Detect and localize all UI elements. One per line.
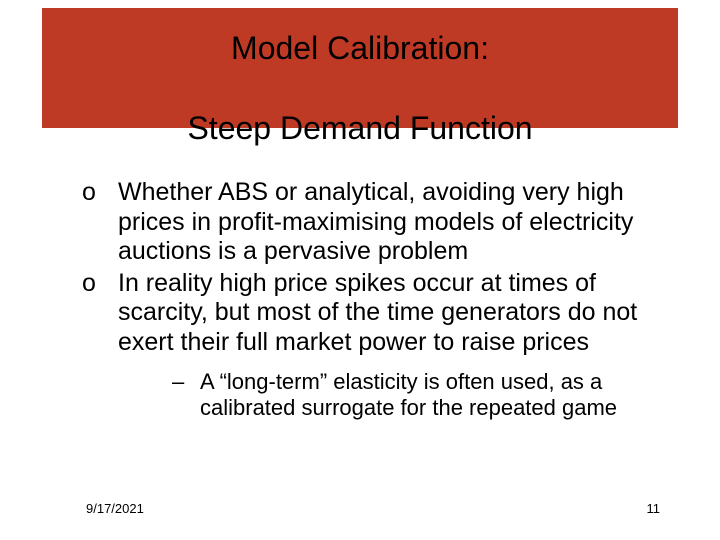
sub-bullet-item: A “long-term” elasticity is often used, … (118, 369, 660, 422)
bullet-item: In reality high price spikes occur at ti… (70, 269, 660, 422)
title-line-1: Model Calibration: (231, 30, 489, 66)
slide-title: Model Calibration: Steep Demand Function (187, 0, 532, 148)
bullet-text: In reality high price spikes occur at ti… (118, 269, 637, 356)
title-bar: Model Calibration: Steep Demand Function (42, 8, 678, 128)
sub-bullet-list: A “long-term” elasticity is often used, … (118, 369, 660, 422)
bullet-item: Whether ABS or analytical, avoiding very… (70, 178, 660, 267)
bullet-text: Whether ABS or analytical, avoiding very… (118, 178, 633, 265)
sub-bullet-text: A “long-term” elasticity is often used, … (200, 369, 617, 420)
footer-date: 9/17/2021 (86, 501, 144, 516)
bullet-list: Whether ABS or analytical, avoiding very… (70, 178, 660, 422)
slide-body: Whether ABS or analytical, avoiding very… (70, 178, 660, 424)
footer-page-number: 11 (647, 501, 661, 516)
slide: Model Calibration: Steep Demand Function… (0, 0, 720, 540)
title-line-2: Steep Demand Function (187, 110, 532, 146)
